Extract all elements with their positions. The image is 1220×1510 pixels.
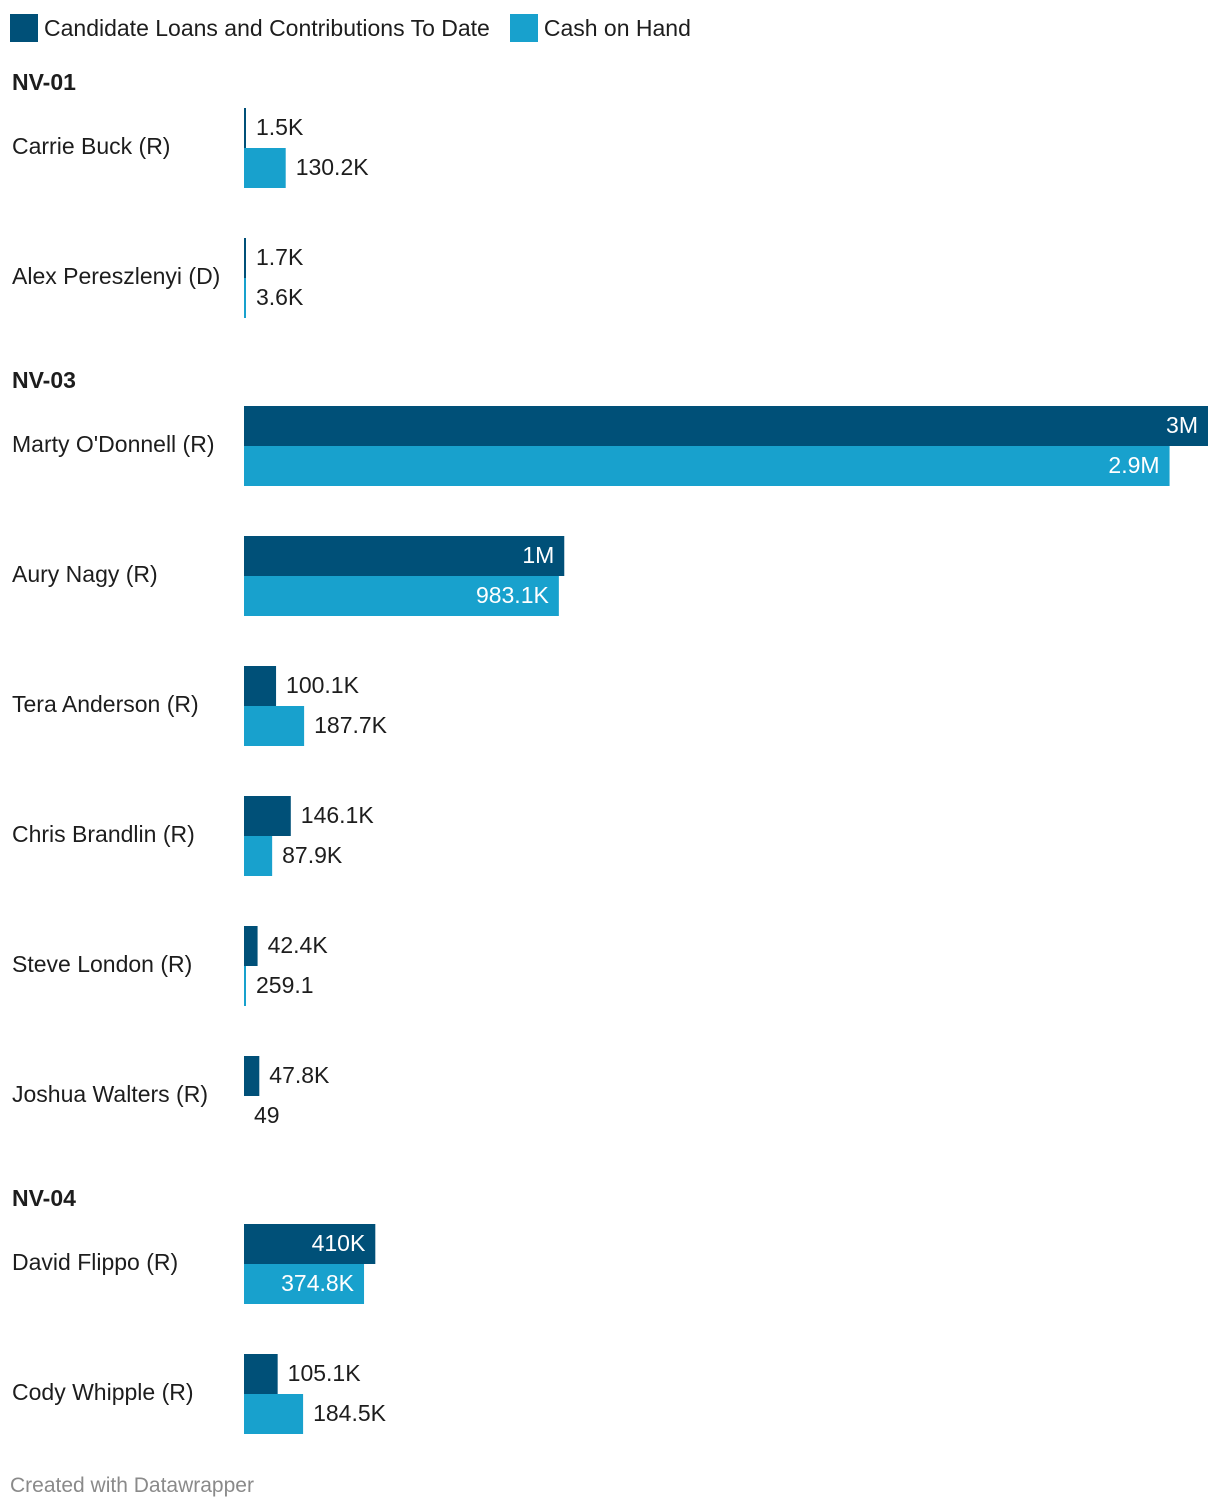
value-label-cash-steve-london-r: 259.1 (256, 972, 314, 998)
bar-loans-alex-pereszlenyi-d (244, 238, 246, 278)
group-label-nv-01: NV-01 (12, 69, 76, 95)
candidate-label-carrie-buck-r: Carrie Buck (R) (12, 133, 170, 159)
legend-item-loans: Candidate Loans and Contributions To Dat… (10, 14, 490, 42)
group-label-nv-04: NV-04 (12, 1185, 76, 1211)
value-label-cash-david-flippo-r: 374.8K (281, 1270, 355, 1296)
candidate-label-joshua-walters-r: Joshua Walters (R) (12, 1081, 208, 1107)
bar-cash-steve-london-r (244, 966, 246, 1006)
value-label-loans-carrie-buck-r: 1.5K (256, 114, 304, 140)
value-label-loans-joshua-walters-r: 47.8K (269, 1062, 330, 1088)
candidate-label-david-flippo-r: David Flippo (R) (12, 1249, 178, 1275)
bar-loans-carrie-buck-r (244, 108, 246, 148)
value-label-cash-chris-brandlin-r: 87.9K (282, 842, 343, 868)
bar-cash-cody-whipple-r (244, 1394, 304, 1434)
legend-item-cash: Cash on Hand (509, 14, 691, 42)
value-label-loans-steve-london-r: 42.4K (268, 932, 329, 958)
value-label-loans-tera-anderson-r: 100.1K (286, 672, 360, 698)
value-label-cash-carrie-buck-r: 130.2K (296, 154, 370, 180)
value-label-cash-aury-nagy-r: 983.1K (476, 582, 550, 608)
value-label-cash-alex-pereszlenyi-d: 3.6K (256, 284, 304, 310)
value-label-loans-cody-whipple-r: 105.1K (288, 1360, 362, 1386)
value-label-loans-chris-brandlin-r: 146.1K (301, 802, 375, 828)
value-label-cash-cody-whipple-r: 184.5K (313, 1400, 387, 1426)
bar-cash-marty-o-donnell-r (244, 446, 1170, 486)
bar-loans-david-flippo-r (244, 1224, 376, 1264)
value-label-cash-joshua-walters-r: 49 (254, 1102, 280, 1128)
bar-cash-alex-pereszlenyi-d (244, 278, 246, 318)
bar-cash-chris-brandlin-r (244, 836, 273, 876)
candidate-label-tera-anderson-r: Tera Anderson (R) (12, 691, 199, 717)
bar-cash-tera-anderson-r (244, 706, 305, 746)
bar-cash-david-flippo-r (244, 1264, 365, 1304)
candidate-label-alex-pereszlenyi-d: Alex Pereszlenyi (D) (12, 263, 220, 289)
footer-credit: Created with Datawrapper (10, 1474, 254, 1497)
value-label-loans-david-flippo-r: 410K (312, 1230, 366, 1256)
legend-swatch-loans (10, 14, 38, 42)
bar-loans-cody-whipple-r (244, 1354, 278, 1394)
legend-label-loans: Candidate Loans and Contributions To Dat… (44, 15, 490, 41)
bar-loans-chris-brandlin-r (244, 796, 291, 836)
value-label-cash-marty-o-donnell-r: 2.9M (1108, 452, 1159, 478)
candidate-label-aury-nagy-r: Aury Nagy (R) (12, 561, 158, 587)
bar-cash-aury-nagy-r (244, 576, 559, 616)
bar-loans-tera-anderson-r (244, 666, 277, 706)
bar-loans-steve-london-r (244, 926, 258, 966)
bar-cash-carrie-buck-r (244, 148, 286, 188)
bar-loans-joshua-walters-r (244, 1056, 260, 1096)
legend-label-cash: Cash on Hand (543, 15, 691, 41)
candidate-label-chris-brandlin-r: Chris Brandlin (R) (12, 821, 195, 847)
group-label-nv-03: NV-03 (12, 367, 76, 393)
bar-loans-aury-nagy-r (244, 536, 565, 576)
candidate-label-steve-london-r: Steve London (R) (12, 951, 192, 977)
value-label-loans-aury-nagy-r: 1M (522, 542, 554, 568)
bar-loans-marty-o-donnell-r (244, 406, 1208, 446)
bar-chart: NV-01 Carrie Buck (R) 1.5K 130.2K Alex Peres… (12, 69, 1208, 1434)
value-label-cash-tera-anderson-r: 187.7K (314, 712, 388, 738)
legend: Candidate Loans and Contributions To Dat… (10, 12, 711, 44)
value-label-loans-marty-o-donnell-r: 3M (1166, 412, 1198, 438)
candidate-label-cody-whipple-r: Cody Whipple (R) (12, 1379, 194, 1405)
candidate-label-marty-o-donnell-r: Marty O'Donnell (R) (12, 431, 215, 457)
legend-swatch-cash (509, 14, 538, 42)
value-label-loans-alex-pereszlenyi-d: 1.7K (256, 244, 304, 270)
